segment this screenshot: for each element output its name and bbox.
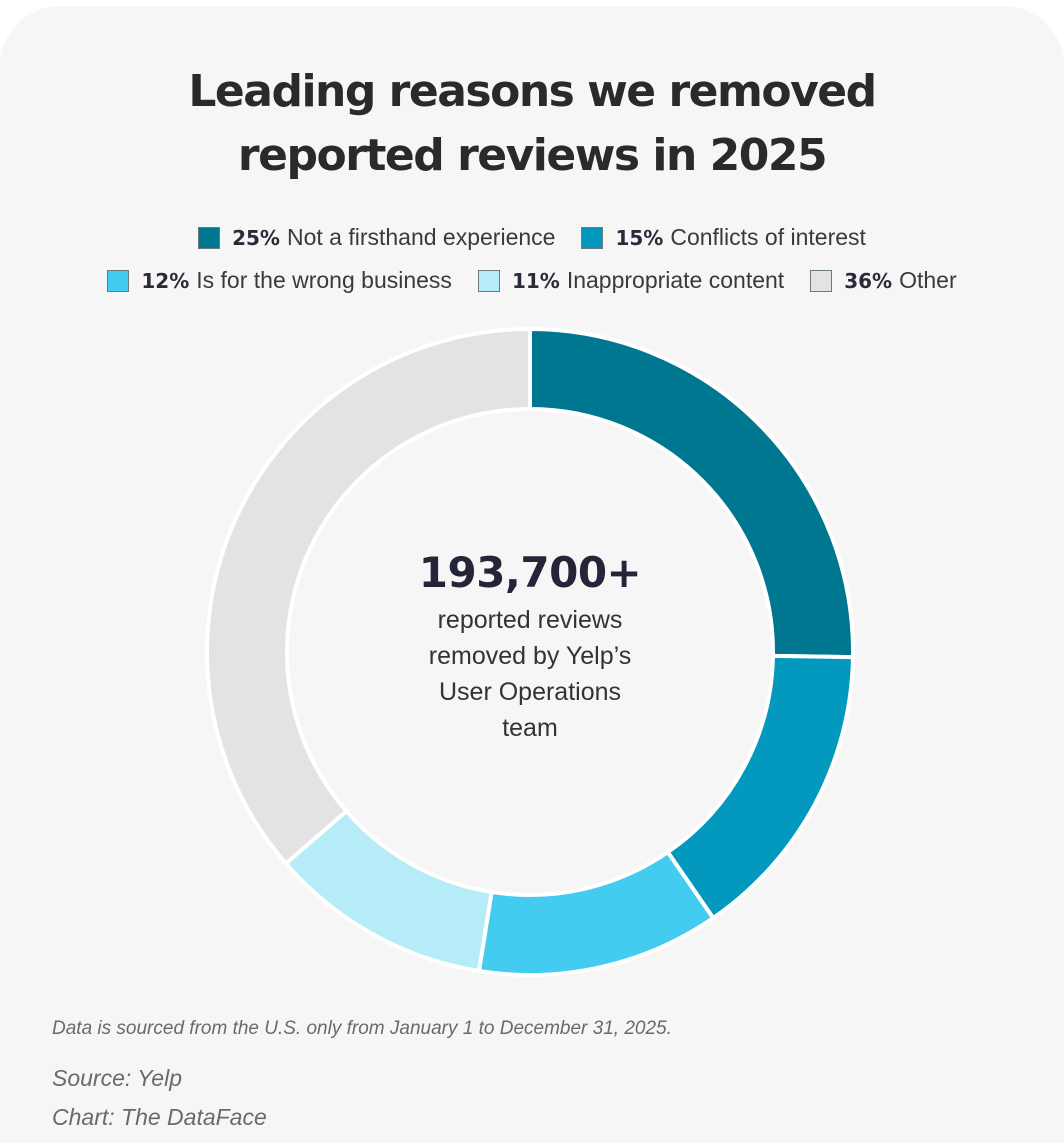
legend-pct-other: 36% xyxy=(844,268,893,293)
legend-item-wrong-business: 12% Is for the wrong business xyxy=(107,267,452,294)
data-note: Data is sourced from the U.S. only from … xyxy=(52,1018,672,1039)
legend-label-inappropriate: Inappropriate content xyxy=(566,267,785,293)
center-caption-line-4: team xyxy=(502,714,558,742)
center-caption-line-3: User Operations xyxy=(438,678,622,706)
donut-slice-other xyxy=(205,327,532,866)
center-caption: reported reviews removed by Yelp’s User … xyxy=(380,602,680,746)
legend-pct-conflicts: 15% xyxy=(615,225,664,250)
chart-title-line-2: reported reviews in 2025 xyxy=(237,130,828,181)
center-value: 193,700+ xyxy=(418,548,642,597)
source-credit: Source: Yelp xyxy=(52,1065,183,1091)
legend-swatch-conflicts xyxy=(581,226,604,249)
donut-slice-wrong-business xyxy=(476,850,716,977)
legend-row-1: 25% Not a firsthand experience 15% Confl… xyxy=(0,224,1064,251)
legend-pct-wrong-business: 12% xyxy=(141,268,190,293)
legend-swatch-firsthand xyxy=(198,226,221,249)
legend-item-firsthand: 25% Not a firsthand experience xyxy=(198,224,555,251)
center-caption-line-1: reported reviews xyxy=(437,606,623,634)
legend-label-wrong-business: Is for the wrong business xyxy=(196,267,452,293)
legend-label-firsthand: Not a firsthand experience xyxy=(286,224,556,250)
legend-swatch-inappropriate xyxy=(477,269,500,292)
legend-row-2: 12% Is for the wrong business 11% Inappr… xyxy=(0,267,1064,294)
legend-item-inappropriate: 11% Inappropriate content xyxy=(477,267,785,294)
legend-pct-firsthand: 25% xyxy=(232,225,280,250)
chart-title-line-1: Leading reasons we removed xyxy=(188,66,877,117)
legend-label-conflicts: Conflicts of interest xyxy=(670,224,866,250)
center-caption-line-2: removed by Yelp’s xyxy=(428,642,632,670)
legend-label-other: Other xyxy=(899,267,957,293)
legend-swatch-other xyxy=(810,269,833,292)
legend-item-conflicts: 15% Conflicts of interest xyxy=(581,224,866,251)
legend-swatch-wrong-business xyxy=(107,269,130,292)
legend-item-other: 36% Other xyxy=(810,267,957,294)
donut-slice-conflicts xyxy=(665,653,855,921)
chart-title: Leading reasons we removed reported revi… xyxy=(0,60,1064,188)
legend-pct-inappropriate: 11% xyxy=(511,268,560,293)
donut-slice-firsthand xyxy=(528,327,855,660)
chart-credit: Chart: The DataFace xyxy=(52,1104,267,1130)
